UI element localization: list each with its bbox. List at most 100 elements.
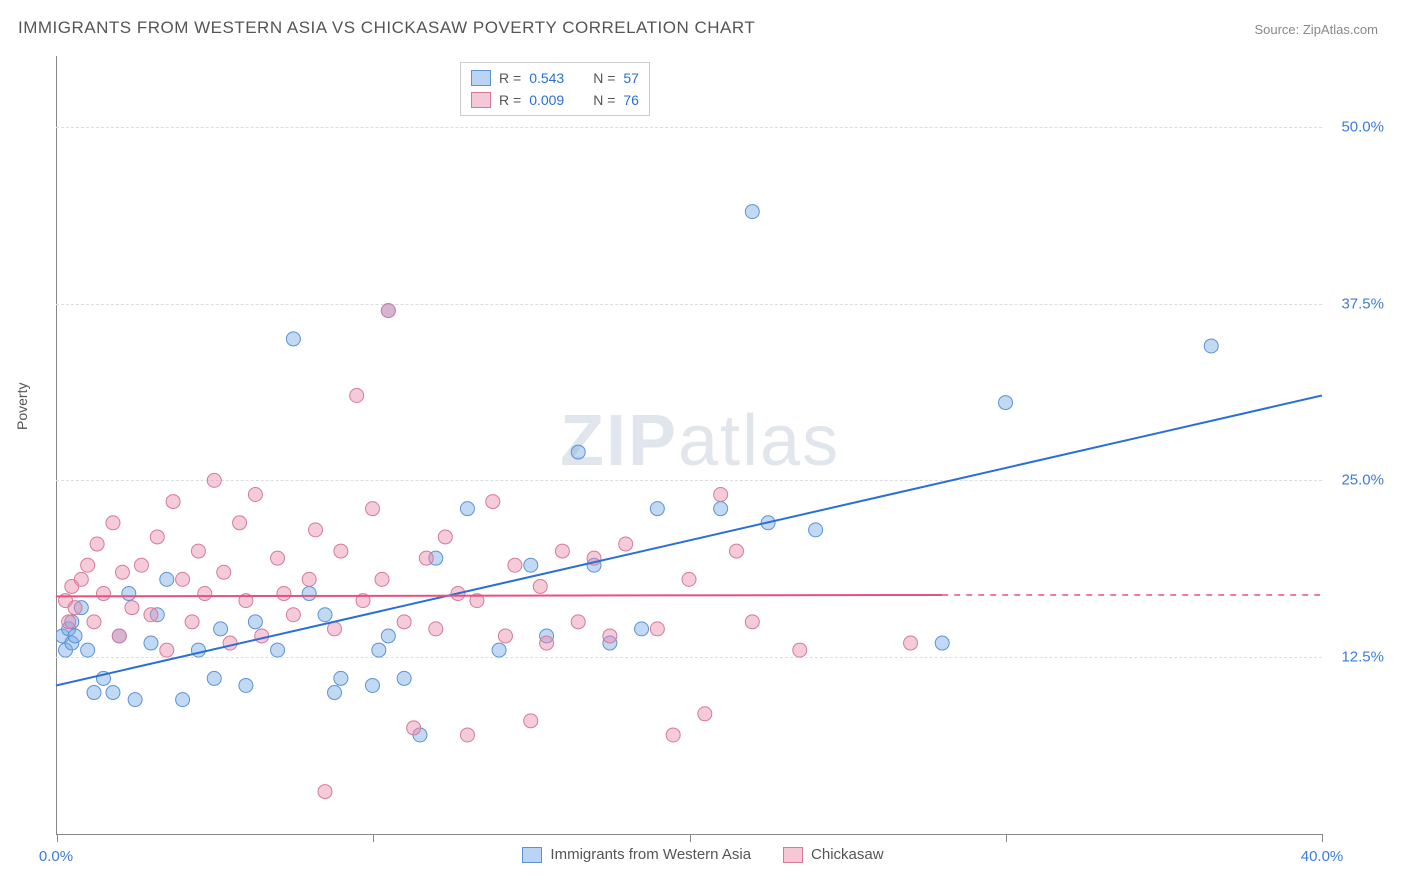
- scatter-point-pink: [407, 721, 421, 735]
- scatter-point-blue: [935, 636, 949, 650]
- scatter-point-pink: [255, 629, 269, 643]
- scatter-point-pink: [87, 615, 101, 629]
- scatter-point-pink: [81, 558, 95, 572]
- scatter-point-pink: [96, 587, 110, 601]
- scatter-point-pink: [271, 551, 285, 565]
- scatter-point-pink: [524, 714, 538, 728]
- x-tick: [57, 834, 58, 842]
- scatter-point-pink: [144, 608, 158, 622]
- scatter-point-blue: [492, 643, 506, 657]
- scatter-point-blue: [460, 502, 474, 516]
- scatter-point-blue: [635, 622, 649, 636]
- scatter-point-blue: [128, 693, 142, 707]
- scatter-point-pink: [125, 601, 139, 615]
- legend-item-pink: Chickasaw: [783, 846, 884, 863]
- y-tick-label: 50.0%: [1341, 118, 1384, 135]
- y-axis-label: Poverty: [14, 383, 30, 430]
- scatter-point-pink: [62, 615, 76, 629]
- x-tick: [1006, 834, 1007, 842]
- scatter-point-pink: [286, 608, 300, 622]
- scatter-point-pink: [460, 728, 474, 742]
- scatter-point-blue: [809, 523, 823, 537]
- source-prefix: Source:: [1254, 22, 1302, 37]
- scatter-point-blue: [650, 502, 664, 516]
- scatter-point-pink: [603, 629, 617, 643]
- scatter-point-blue: [372, 643, 386, 657]
- swatch-blue: [522, 847, 542, 863]
- source-attribution: Source: ZipAtlas.com: [1254, 22, 1378, 37]
- scatter-point-pink: [486, 495, 500, 509]
- scatter-point-blue: [144, 636, 158, 650]
- scatter-point-pink: [745, 615, 759, 629]
- scatter-point-pink: [112, 629, 126, 643]
- scatter-point-blue: [571, 445, 585, 459]
- scatter-point-blue: [81, 643, 95, 657]
- scatter-point-pink: [198, 587, 212, 601]
- scatter-point-pink: [176, 572, 190, 586]
- scatter-point-pink: [160, 643, 174, 657]
- scatter-point-pink: [106, 516, 120, 530]
- series-legend: Immigrants from Western Asia Chickasaw: [0, 846, 1406, 863]
- scatter-point-blue: [214, 622, 228, 636]
- scatter-point-pink: [533, 579, 547, 593]
- y-tick-label: 12.5%: [1341, 649, 1384, 666]
- scatter-point-blue: [191, 643, 205, 657]
- scatter-point-pink: [166, 495, 180, 509]
- scatter-point-pink: [302, 572, 316, 586]
- scatter-point-pink: [666, 728, 680, 742]
- trendline-pink: [56, 595, 942, 596]
- scatter-point-blue: [87, 686, 101, 700]
- scatter-point-blue: [106, 686, 120, 700]
- scatter-point-blue: [286, 332, 300, 346]
- legend-item-blue: Immigrants from Western Asia: [522, 846, 751, 863]
- legend-label-blue: Immigrants from Western Asia: [550, 846, 751, 863]
- scatter-point-pink: [350, 388, 364, 402]
- x-tick: [690, 834, 691, 842]
- swatch-pink: [783, 847, 803, 863]
- scatter-point-pink: [381, 304, 395, 318]
- scatter-point-blue: [397, 671, 411, 685]
- scatter-point-blue: [524, 558, 538, 572]
- scatter-point-blue: [999, 396, 1013, 410]
- scatter-point-pink: [309, 523, 323, 537]
- scatter-point-pink: [68, 601, 82, 615]
- scatter-point-pink: [555, 544, 569, 558]
- scatter-point-blue: [381, 629, 395, 643]
- scatter-point-pink: [318, 785, 332, 799]
- x-tick: [373, 834, 374, 842]
- scatter-point-pink: [540, 636, 554, 650]
- x-tick: [1322, 834, 1323, 842]
- y-tick-label: 37.5%: [1341, 295, 1384, 312]
- scatter-point-pink: [207, 473, 221, 487]
- scatter-point-blue: [1204, 339, 1218, 353]
- scatter-point-pink: [248, 488, 262, 502]
- source-link[interactable]: ZipAtlas.com: [1303, 22, 1378, 37]
- scatter-point-blue: [239, 678, 253, 692]
- scatter-point-blue: [68, 629, 82, 643]
- legend-label-pink: Chickasaw: [811, 846, 884, 863]
- y-tick-label: 25.0%: [1341, 472, 1384, 489]
- scatter-point-pink: [729, 544, 743, 558]
- scatter-point-blue: [714, 502, 728, 516]
- scatter-point-pink: [438, 530, 452, 544]
- scatter-point-pink: [397, 615, 411, 629]
- scatter-point-pink: [233, 516, 247, 530]
- scatter-point-pink: [714, 488, 728, 502]
- scatter-point-blue: [271, 643, 285, 657]
- chart-title: IMMIGRANTS FROM WESTERN ASIA VS CHICKASA…: [18, 18, 755, 38]
- scatter-point-pink: [375, 572, 389, 586]
- scatter-point-pink: [650, 622, 664, 636]
- scatter-svg: [56, 56, 1322, 834]
- scatter-point-pink: [571, 615, 585, 629]
- scatter-point-pink: [334, 544, 348, 558]
- scatter-point-blue: [302, 587, 316, 601]
- scatter-point-blue: [176, 693, 190, 707]
- scatter-point-pink: [419, 551, 433, 565]
- scatter-point-pink: [134, 558, 148, 572]
- scatter-point-blue: [328, 686, 342, 700]
- scatter-point-pink: [191, 544, 205, 558]
- scatter-point-pink: [185, 615, 199, 629]
- scatter-point-pink: [508, 558, 522, 572]
- scatter-point-pink: [429, 622, 443, 636]
- scatter-point-pink: [74, 572, 88, 586]
